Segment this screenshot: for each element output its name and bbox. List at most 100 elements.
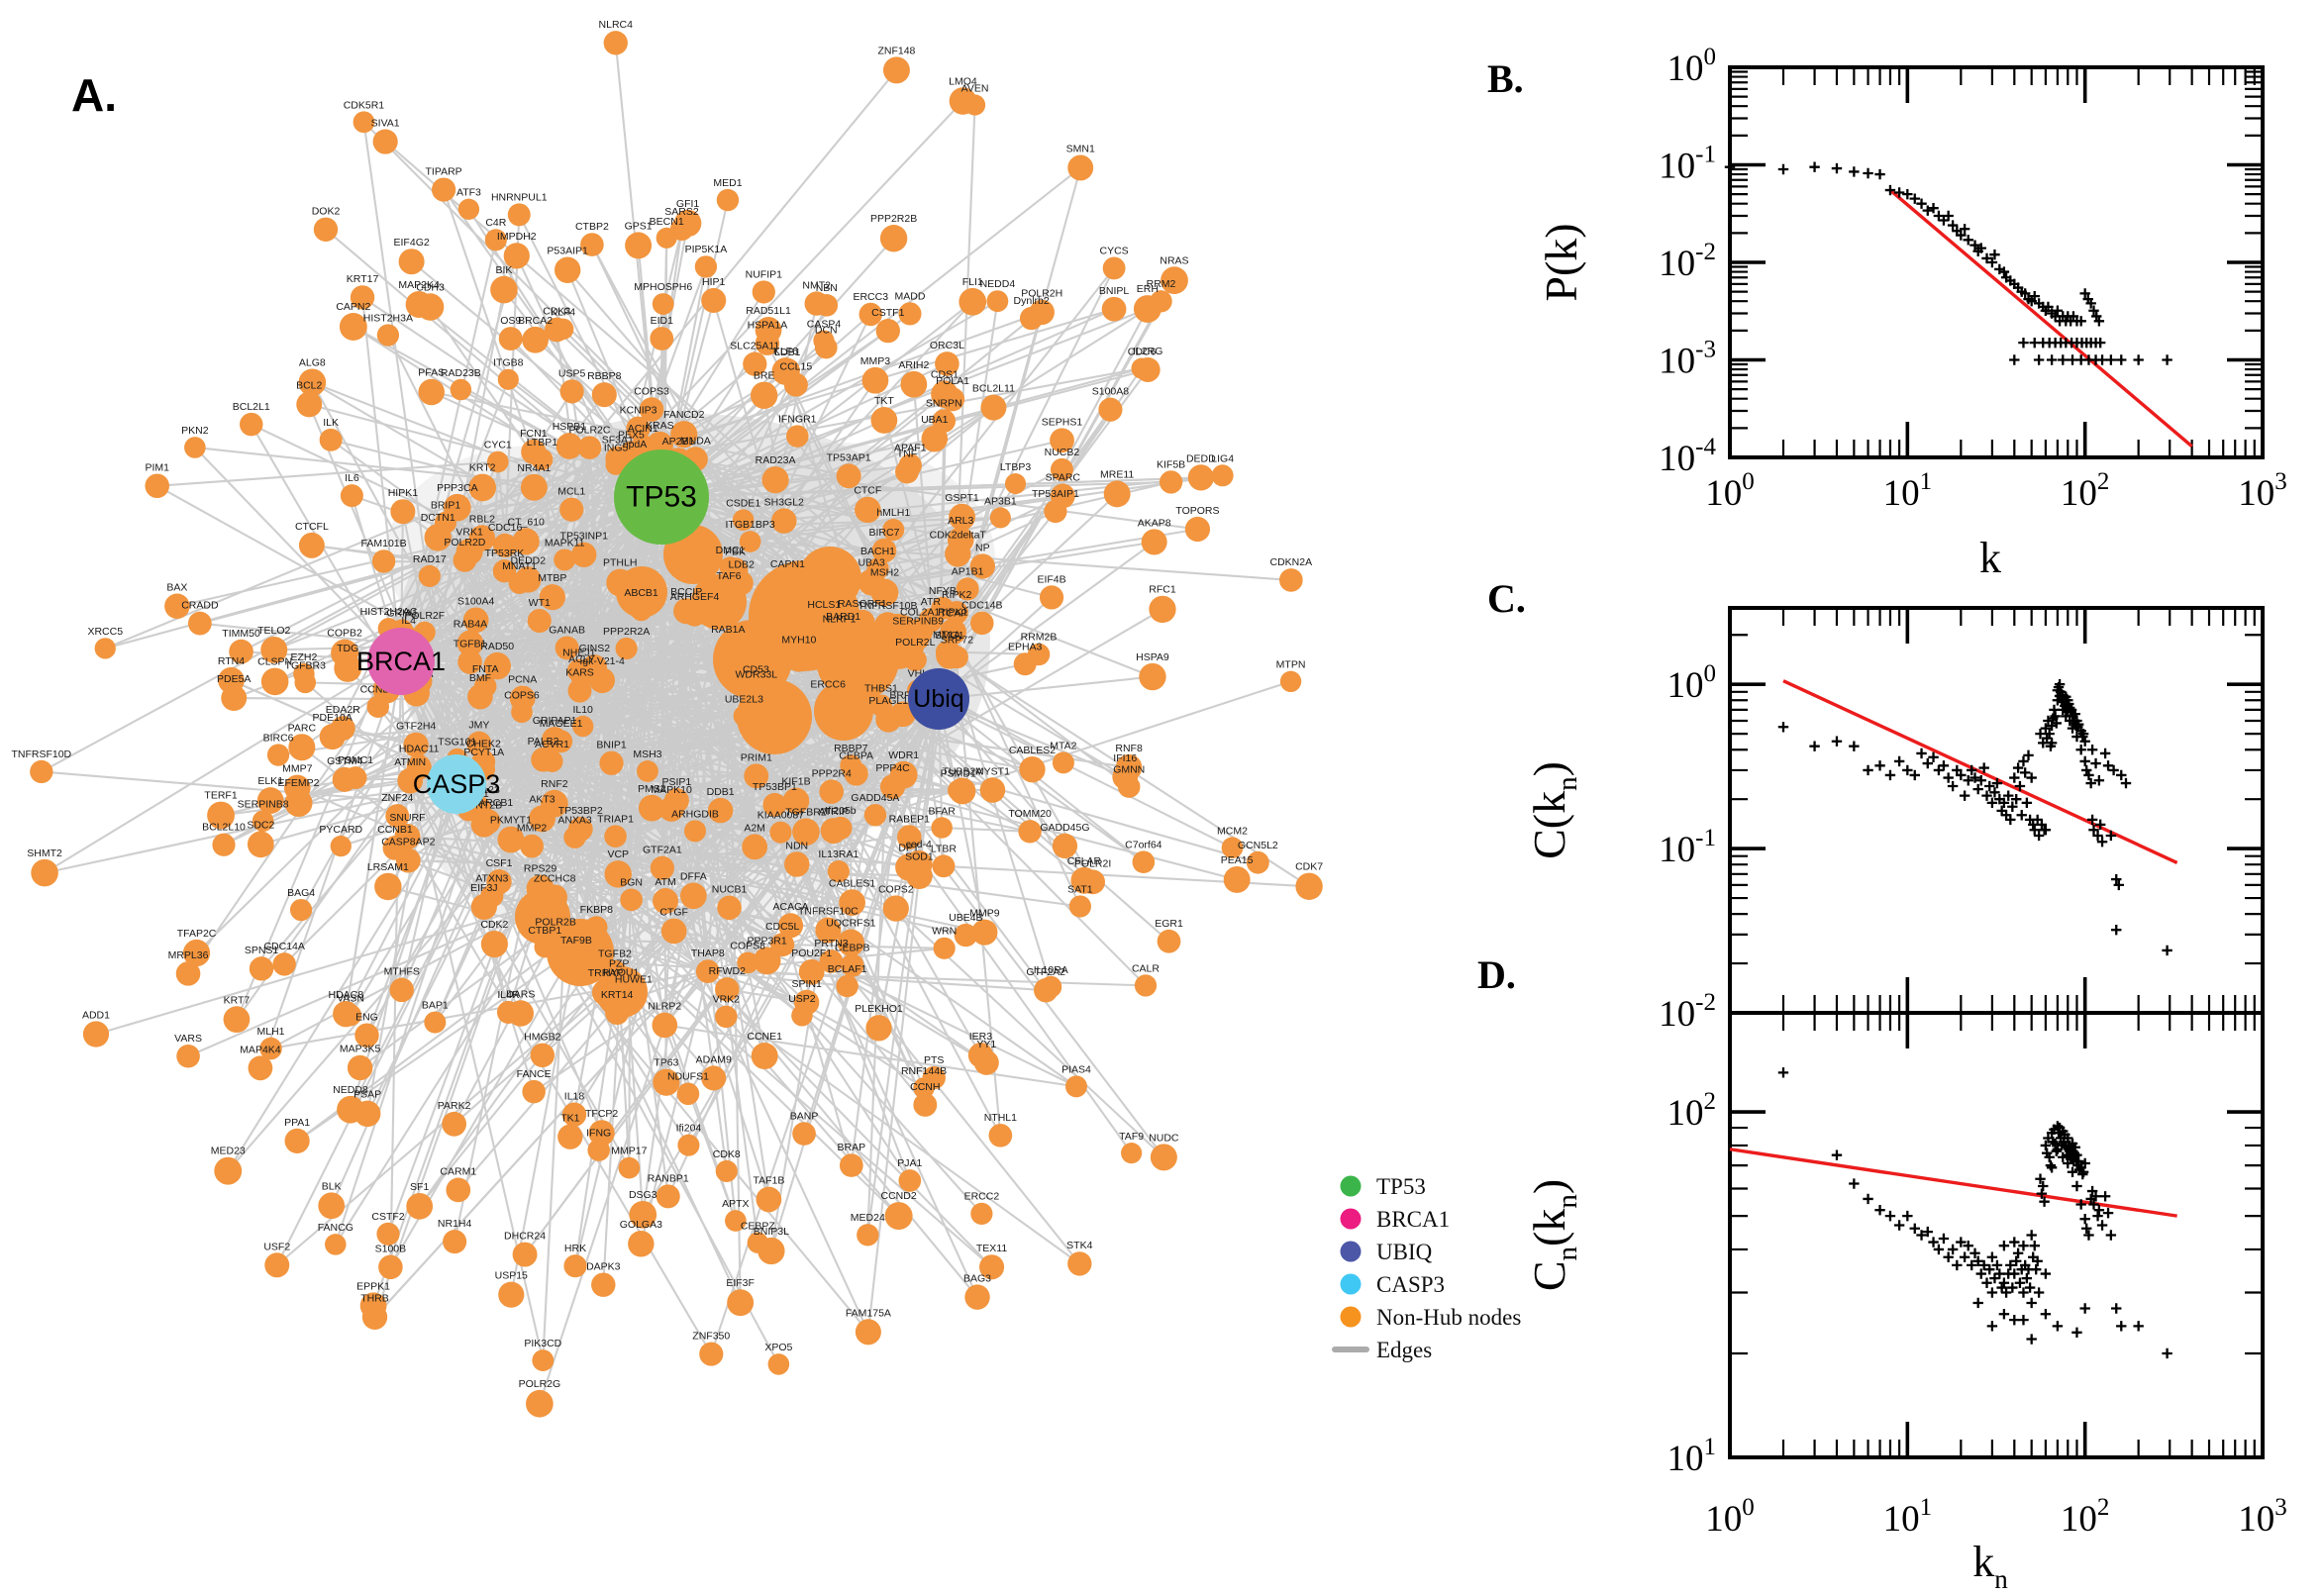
gene-label: ZNF148: [877, 45, 915, 56]
network-edge: [468, 450, 633, 553]
network-node: [755, 331, 780, 355]
gene-label: ZCCHC8: [534, 872, 576, 884]
gene-label: CDC16: [488, 522, 523, 534]
data-point: [2083, 1230, 2094, 1241]
network-node: [353, 111, 375, 134]
legend-label: BRCA1: [1376, 1207, 1450, 1232]
network-node: [376, 1222, 400, 1246]
network-node: [628, 1231, 655, 1257]
gene-label: DARS: [506, 988, 535, 1000]
data-point: [1884, 1210, 1896, 1222]
data-point: [2086, 814, 2098, 826]
legend-item: UBIQ: [1340, 1240, 1433, 1264]
gene-label: C4R: [485, 217, 506, 229]
gene-label: PLEKHO1: [855, 1003, 903, 1015]
data-point: [2079, 736, 2090, 747]
data-point: [1998, 1277, 2010, 1288]
network-node: [1157, 929, 1181, 953]
gene-label: GTF2A1: [643, 845, 682, 856]
network-node: [563, 1254, 587, 1278]
gene-label: npdA: [623, 439, 648, 450]
hub-label-tp53: TP53: [626, 481, 697, 514]
data-point: [1809, 741, 1820, 751]
data-point: [2026, 1230, 2037, 1241]
network-node: [493, 533, 518, 558]
gene-label: ADAM9: [696, 1053, 732, 1065]
gene-label: MAPK11: [545, 537, 585, 549]
network-node: [313, 217, 339, 242]
network-node: [956, 577, 979, 601]
y-axis-title: P(k): [1536, 223, 1586, 301]
data-point: [2162, 945, 2172, 956]
gene-label: IER3: [969, 1031, 993, 1043]
gene-label: RANBP1: [648, 1172, 689, 1184]
gene-label: NDN: [785, 840, 808, 851]
gene-label: A2M: [744, 822, 765, 834]
gene-label: KRT7: [224, 994, 251, 1006]
data-point: [2011, 1255, 2022, 1266]
gene-label: TFCP2: [585, 1108, 618, 1120]
network-node: [837, 929, 864, 956]
gene-label: KCNIP3: [620, 405, 657, 417]
gene-label: TNFRSF10D: [11, 748, 71, 760]
gene-label: CYCS: [1100, 245, 1129, 256]
network-node: [732, 509, 755, 531]
data-point: [1963, 235, 1973, 246]
gene-label: IFNG: [586, 1127, 611, 1139]
gene-label: COPS8: [730, 941, 765, 952]
network-node: [745, 675, 767, 699]
gene-label: MYH10: [781, 634, 816, 646]
network-node: [638, 794, 665, 822]
network-node: [737, 951, 759, 974]
data-point: [2046, 1162, 2058, 1173]
gene-label: SMG1: [935, 630, 964, 642]
gene-label: RAD23B: [441, 367, 481, 379]
network-node: [562, 946, 590, 973]
network-node: [490, 275, 518, 304]
gene-label: PJA1: [897, 1157, 922, 1169]
network-node: [456, 630, 484, 656]
gene-label: TP53INP1: [560, 531, 609, 543]
data-point: [1893, 1220, 1905, 1231]
network-node: [753, 947, 781, 975]
hub-node-ubiq: [908, 668, 969, 730]
gene-label: BIRC7: [869, 527, 900, 539]
data-point: [1831, 1149, 1843, 1160]
gene-label: KRT14: [601, 989, 634, 1001]
data-point: [2012, 762, 2024, 773]
gene-label: CDK8: [713, 1148, 741, 1160]
hub-node-casp3: [427, 754, 486, 814]
data-point: [1874, 1204, 1885, 1216]
gene-label: RAB1A: [711, 624, 745, 636]
network-node: [717, 895, 742, 921]
network-node: [895, 853, 923, 881]
network-node: [298, 532, 325, 558]
data-point: [2019, 767, 2031, 778]
network-node: [395, 848, 421, 873]
data-point: [2077, 728, 2089, 740]
gene-label: WDR1: [888, 749, 919, 761]
network-edge: [953, 166, 1082, 634]
gene-label: BAX: [166, 581, 187, 593]
gene-label: TIPARP: [426, 165, 462, 177]
network-edge: [937, 697, 1066, 848]
gene-label: IL10RA: [1034, 964, 1068, 976]
data-point: [1916, 748, 1927, 759]
gene-label: BCCIP: [670, 586, 702, 598]
data-point: [2090, 1191, 2101, 1202]
y-tick-label: 10-2: [1659, 239, 1716, 284]
network-node: [289, 898, 313, 922]
gene-label: MAPK10: [651, 784, 692, 796]
gene-label: STK4: [1066, 1240, 1092, 1251]
network-node: [462, 607, 489, 634]
network-node: [559, 379, 584, 404]
data-point: [2079, 755, 2090, 767]
data-point: [1849, 1178, 1860, 1189]
network-edge: [437, 536, 649, 772]
gene-label: TAF9: [1119, 1131, 1144, 1143]
data-point: [2071, 1180, 2082, 1192]
network-edge: [334, 896, 556, 1246]
network-edge: [373, 697, 941, 1319]
network-node: [948, 779, 969, 801]
gene-label: TELO2: [257, 625, 290, 637]
